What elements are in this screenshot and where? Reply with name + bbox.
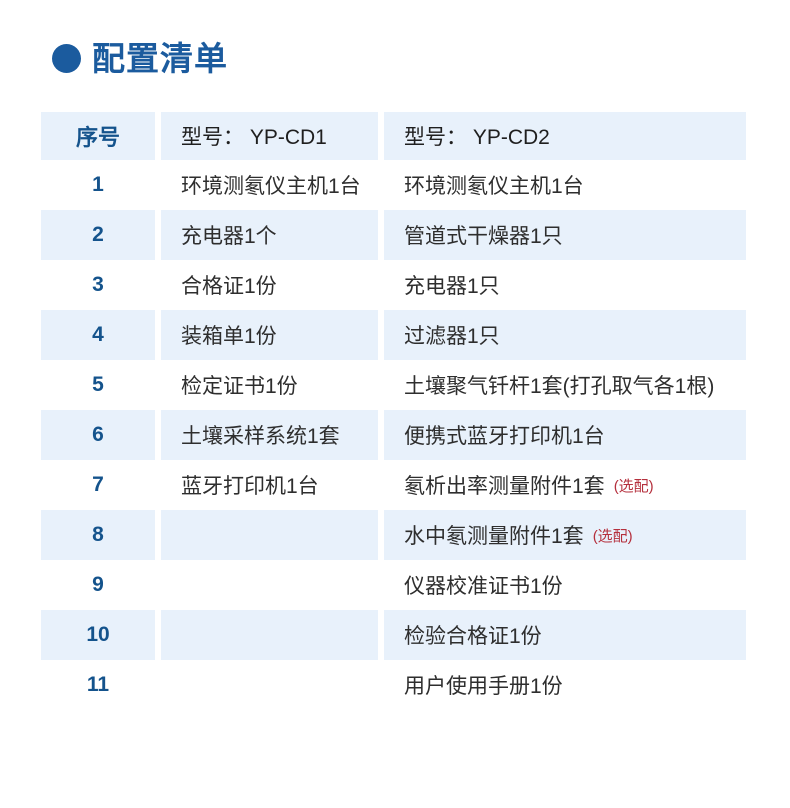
table-row: 5 检定证书1份 土壤聚气钎杆1套(打孔取气各1根) (41, 360, 746, 410)
row-number: 3 (92, 273, 104, 296)
item-text: 管道式干燥器1只 (404, 225, 563, 248)
table-row: 1 环境测氡仪主机1台 环境测氡仪主机1台 (41, 160, 746, 210)
page-title: 配置清单 (92, 40, 228, 77)
item-text: 环境测氡仪主机1台 (404, 175, 584, 198)
item-text: 用户使用手册1份 (404, 675, 563, 698)
table-row: 11 用户使用手册1份 (41, 660, 746, 710)
row-number: 4 (41, 310, 155, 360)
row-number: 2 (41, 210, 155, 260)
item-text: 过滤器1只 (404, 325, 500, 348)
table-row: 4 装箱单1份 过滤器1只 (41, 310, 746, 360)
header-model-yp-cd2: 型号： YP-CD2 (384, 112, 746, 160)
cell-yp-cd1-item (161, 610, 378, 660)
cell-yp-cd2-item: 便携式蓝牙打印机1台 (384, 410, 746, 460)
cell-yp-cd2-item: 水中氡测量附件1套 (选配) (384, 510, 746, 560)
bullet-circle-icon (52, 44, 81, 73)
cell-yp-cd1-item: 充电器1个 (161, 210, 378, 260)
cell-yp-cd2-item: 仪器校准证书1份 (384, 560, 746, 610)
cell-yp-cd2-item: 过滤器1只 (384, 310, 746, 360)
cell-yp-cd1-item (161, 660, 378, 710)
item-text: 检验合格证1份 (404, 625, 542, 648)
optional-tag: (选配) (613, 477, 654, 495)
table-row: 10 检验合格证1份 (41, 610, 746, 660)
item-text: 氡析出率测量附件1套 (404, 475, 605, 498)
table-row: 8 水中氡测量附件1套 (选配) (41, 510, 746, 560)
cell-yp-cd1-item: 合格证1份 (181, 275, 277, 298)
header-serial-number: 序号 (41, 112, 155, 160)
table-row: 2 充电器1个 管道式干燥器1只 (41, 210, 746, 260)
table-body: 1 环境测氡仪主机1台 环境测氡仪主机1台 2 充电器1个 管道式干燥器1只 3 合格证1份 充… (41, 160, 746, 710)
row-number: 5 (92, 373, 104, 396)
cell-yp-cd2-item: 土壤聚气钎杆1套(打孔取气各1根) (384, 360, 746, 410)
optional-tag: (选配) (592, 527, 633, 545)
table-row: 6 土壤采样系统1套 便携式蓝牙打印机1台 (41, 410, 746, 460)
config-table: 序号 型号： YP-CD1 型号： YP-CD2 1 环境测氡仪主机1台 环境测氡仪… (41, 112, 746, 710)
row-number: 1 (92, 173, 104, 196)
table-row: 3 合格证1份 充电器1只 (41, 260, 746, 310)
table-row: 9 仪器校准证书1份 (41, 560, 746, 610)
row-number: 6 (41, 410, 155, 460)
cell-yp-cd1-item: 土壤采样系统1套 (161, 410, 378, 460)
cell-yp-cd1-item (161, 510, 378, 560)
item-text: 土壤聚气钎杆1套(打孔取气各1根) (404, 375, 715, 398)
item-text: 仪器校准证书1份 (404, 575, 563, 598)
item-text: 便携式蓝牙打印机1台 (404, 425, 605, 448)
table-header-row: 序号 型号： YP-CD1 型号： YP-CD2 (41, 112, 746, 160)
cell-yp-cd2-item: 检验合格证1份 (384, 610, 746, 660)
row-number: 7 (92, 473, 104, 496)
header-model-yp-cd1: 型号： YP-CD1 (161, 112, 378, 160)
cell-yp-cd1-item (161, 560, 378, 610)
row-number: 9 (92, 573, 104, 596)
row-number: 8 (41, 510, 155, 560)
cell-yp-cd1-item: 检定证书1份 (181, 375, 298, 398)
row-number: 10 (41, 610, 155, 660)
cell-yp-cd2-item: 管道式干燥器1只 (384, 210, 746, 260)
section-header: 配置清单 (52, 42, 790, 75)
cell-yp-cd1-item: 蓝牙打印机1台 (181, 475, 319, 498)
cell-yp-cd1-item: 环境测氡仪主机1台 (181, 175, 361, 198)
row-number: 11 (86, 673, 110, 696)
table-row: 7 蓝牙打印机1台 氡析出率测量附件1套 (选配) (41, 460, 746, 510)
cell-yp-cd2-item: 环境测氡仪主机1台 (384, 160, 746, 210)
cell-yp-cd2-item: 充电器1只 (384, 260, 746, 310)
cell-yp-cd2-item: 用户使用手册1份 (384, 660, 746, 710)
item-text: 水中氡测量附件1套 (404, 525, 584, 548)
cell-yp-cd1-item: 装箱单1份 (161, 310, 378, 360)
item-text: 充电器1只 (404, 275, 500, 298)
cell-yp-cd2-item: 氡析出率测量附件1套 (选配) (384, 460, 746, 510)
